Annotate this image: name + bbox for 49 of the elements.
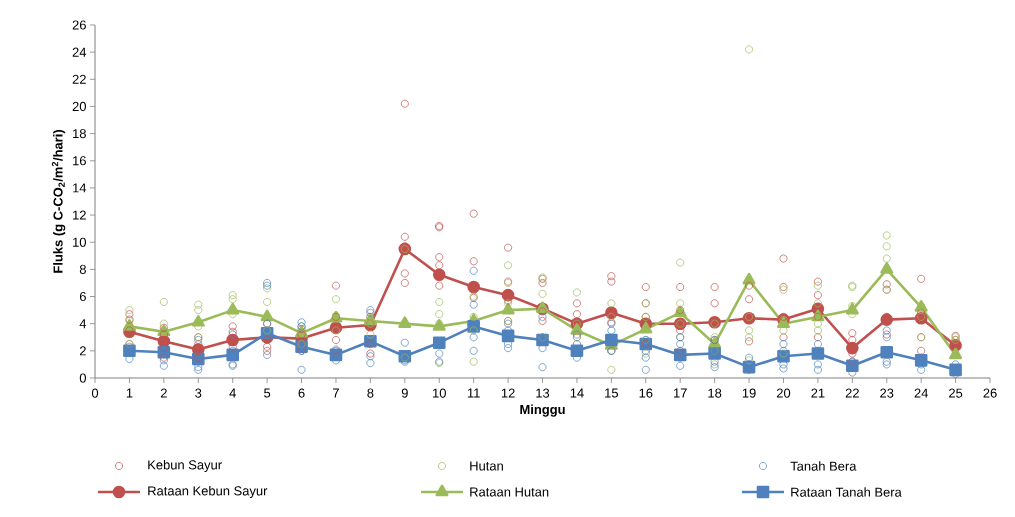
x-tick-label: 16 xyxy=(639,388,653,398)
y-tick-label: 2 xyxy=(79,346,86,356)
x-tick-label: 4 xyxy=(229,388,236,398)
legend-label: Kebun Sayur xyxy=(148,459,222,473)
legend-label: Rataan Kebun Sayur xyxy=(148,485,268,499)
y-tick-label: 6 xyxy=(79,291,86,302)
x-tick-label: 3 xyxy=(195,388,202,398)
y-tick-label: 24 xyxy=(72,47,87,57)
x-tick-label: 20 xyxy=(776,388,791,398)
x-tick-label: 9 xyxy=(401,388,408,398)
legend-label: Hutan xyxy=(470,461,503,471)
y-tick-label: 16 xyxy=(73,156,86,166)
x-tick-label: 23 xyxy=(880,388,894,398)
y-tick-label: 4 xyxy=(79,319,87,329)
x-tick-label: 25 xyxy=(949,388,963,398)
y-tick-label: 10 xyxy=(73,237,86,247)
x-tick-label: 6 xyxy=(298,388,305,398)
x-tick-label: 17 xyxy=(673,388,687,398)
x-tick-label: 7 xyxy=(333,388,339,398)
x-tick-label: 24 xyxy=(914,388,928,398)
x-tick-label: 0 xyxy=(91,388,99,398)
y-tick-label: 12 xyxy=(73,210,86,220)
y-axis-title: Fluks (g C-CO$_{2}$/m$^{2}$/hari) xyxy=(51,130,66,273)
y-tick-label: 18 xyxy=(73,129,86,139)
x-tick-label: 5 xyxy=(264,388,271,398)
x-tick-label: 13 xyxy=(536,388,550,398)
y-tick-label: 14 xyxy=(73,183,87,193)
y-tick-label: 20 xyxy=(72,101,86,112)
x-tick-label: 1 xyxy=(126,388,133,398)
x-tick-label: 12 xyxy=(501,388,515,398)
x-tick-label: 26 xyxy=(983,388,997,398)
legend-label: Rataan Tanah Bera xyxy=(791,487,902,497)
y-tick-label: 0 xyxy=(79,373,86,383)
x-tick-label: 15 xyxy=(605,388,619,398)
x-tick-label: 21 xyxy=(811,388,825,398)
x-tick-label: 11 xyxy=(467,388,480,398)
x-tick-label: 2 xyxy=(160,388,167,398)
y-tick-label: 8 xyxy=(79,264,86,274)
x-tick-label: 18 xyxy=(708,388,722,398)
x-tick-label: 8 xyxy=(367,388,374,398)
legend-label: Tanah Bera xyxy=(790,461,857,471)
y-tick-label: 26 xyxy=(72,20,86,30)
y-tick-label: 22 xyxy=(72,74,86,84)
x-tick-label: 10 xyxy=(433,388,446,398)
x-axis-title: Minggu xyxy=(520,404,565,417)
legend-label: Rataan Hutan xyxy=(470,487,549,497)
x-tick-label: 19 xyxy=(742,388,756,398)
x-tick-label: 22 xyxy=(845,388,859,398)
x-tick-label: 14 xyxy=(570,388,584,398)
